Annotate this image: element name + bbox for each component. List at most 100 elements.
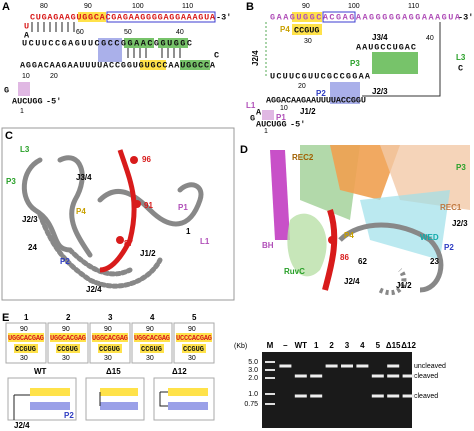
label: J2/3	[22, 215, 38, 224]
num: 90	[146, 326, 154, 333]
panel-d: D REC2 P3 REC1 WED P2 BH P4 86 62 RuvC J…	[240, 144, 470, 300]
sequence: UCCCACGAG	[176, 335, 212, 343]
num: 50	[124, 29, 132, 36]
gel-band	[371, 374, 384, 378]
sequence: UGGCACGAG	[8, 335, 44, 343]
num: 60	[76, 29, 84, 36]
label: P2	[60, 257, 70, 266]
num: 30	[146, 355, 154, 362]
label: P1	[276, 113, 286, 122]
construct-id: 3	[108, 313, 113, 322]
label: P2	[316, 89, 326, 98]
label: P2	[444, 243, 454, 252]
sequence: AAUGCCUGAC	[356, 42, 416, 52]
label: L3	[456, 53, 466, 62]
gel-band	[402, 374, 415, 378]
label: Δ15	[106, 367, 121, 376]
lane-label: 4	[360, 341, 365, 350]
sequence: CCGUG	[183, 346, 204, 354]
sequence: CUGAGAAGUGGCACGAGAAGGGGAGGAAAGUA	[30, 12, 216, 22]
num: 100	[348, 3, 360, 10]
label: P4	[280, 25, 290, 34]
ladder-band	[265, 377, 275, 379]
construct-id: 5	[192, 313, 197, 322]
label: J1/2	[140, 249, 156, 258]
highlight	[182, 344, 206, 353]
label: P2	[64, 411, 74, 420]
construct-box	[173, 322, 215, 364]
size-label: 3.0	[248, 367, 258, 374]
num: 90	[84, 3, 92, 10]
label: J3/4	[76, 173, 92, 182]
panel-letter: A	[2, 1, 10, 13]
sequence: UGGCACGAG	[92, 335, 128, 343]
label: P3	[350, 59, 360, 68]
construct-box	[5, 322, 47, 364]
num: 110	[408, 3, 419, 10]
label: J2/4	[14, 421, 30, 430]
label: J1/2	[300, 107, 316, 116]
gel-band	[387, 394, 400, 398]
num: 100	[132, 3, 144, 10]
base: A	[256, 107, 262, 117]
highlight	[98, 344, 122, 353]
size-label: 5.0	[248, 359, 258, 366]
panel-letter: B	[246, 1, 254, 13]
base: G	[250, 113, 255, 123]
num: 30	[104, 355, 112, 362]
num: 30	[62, 355, 70, 362]
label: J2/4	[251, 50, 260, 66]
sequence: CCGUG	[15, 346, 36, 354]
highlight	[134, 333, 170, 342]
ladder-band	[265, 369, 275, 371]
highlight	[176, 333, 212, 342]
gel-band	[402, 394, 415, 398]
lane-label: M	[267, 341, 274, 350]
label: P3	[456, 163, 466, 172]
label: J2/4	[344, 277, 360, 286]
construct-id: 1	[24, 313, 29, 322]
construct-id: 2	[66, 313, 71, 322]
construct-box	[47, 322, 89, 364]
num: 1	[20, 108, 24, 115]
panel-letter: D	[240, 144, 248, 156]
num: 20	[298, 83, 306, 90]
size-label: 2.0	[248, 375, 258, 382]
label: REC2	[292, 153, 314, 162]
num: 30	[304, 38, 312, 45]
gel-band	[310, 374, 323, 378]
gel-band	[387, 364, 400, 368]
num: 90	[20, 326, 28, 333]
band-label: cleaved	[414, 373, 438, 380]
gel-band	[294, 374, 307, 378]
gel-band	[341, 364, 353, 368]
panel-letter: E	[2, 312, 9, 324]
sequence: CCGUG	[99, 346, 120, 354]
gel-band	[387, 374, 400, 378]
band-label: cleaved	[414, 393, 438, 400]
base: U	[24, 21, 29, 31]
lane-label: 1	[314, 341, 319, 350]
panel-e: E WT P2 J2/4 Δ15 Δ12 190UGGCACGAGCCGUG30…	[2, 312, 215, 430]
label: REC1	[440, 203, 462, 212]
unit: (Kb)	[234, 343, 247, 350]
num: 40	[176, 29, 184, 36]
label: P4	[344, 231, 354, 240]
num: 90	[62, 326, 70, 333]
label: 62	[358, 257, 367, 266]
construct-id: 4	[150, 313, 155, 322]
num: 10	[22, 73, 30, 80]
lane-label: 2	[329, 341, 334, 350]
ladder-band	[265, 361, 275, 363]
label: 91	[144, 201, 153, 210]
label: RuvC	[284, 267, 305, 276]
lane-label: –	[283, 341, 288, 350]
band-label: uncleaved	[414, 363, 446, 370]
lane-label: WT	[295, 341, 308, 350]
label: 96	[142, 155, 151, 164]
topology: WT P2 J2/4 Δ15 Δ12	[7, 367, 215, 430]
highlight	[92, 333, 128, 342]
base: C	[458, 63, 463, 73]
end: -5'	[290, 119, 305, 129]
